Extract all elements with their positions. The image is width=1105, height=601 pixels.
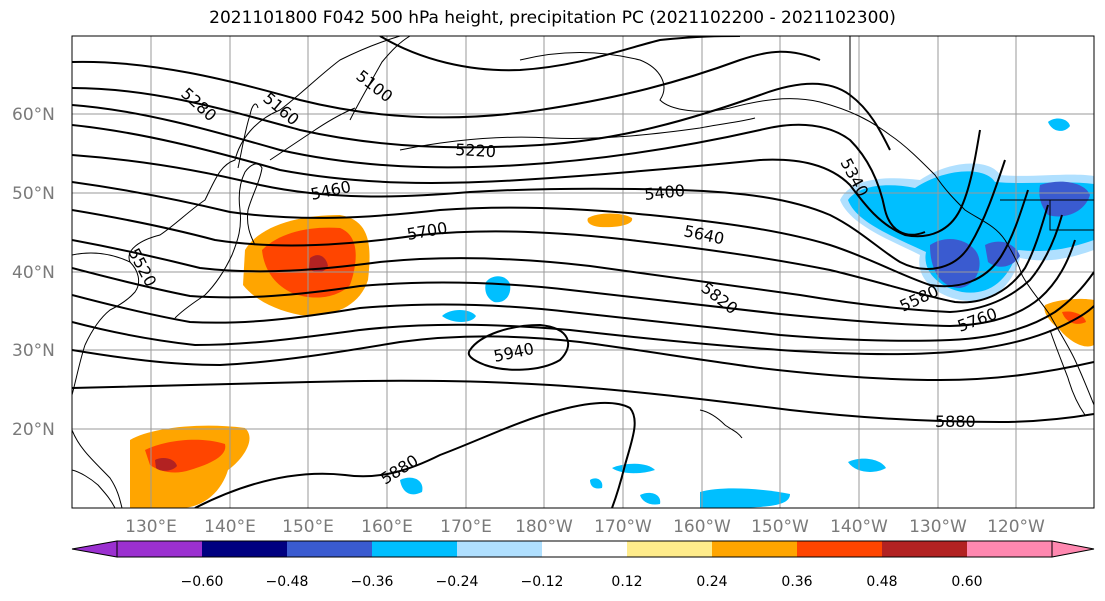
precip-area-ne-pacific-strong bbox=[930, 238, 980, 288]
plot-frame bbox=[71, 35, 1095, 509]
precip-area-south-deep bbox=[155, 458, 177, 471]
latitude-label: 40°N bbox=[12, 263, 55, 283]
colorbar-bin bbox=[372, 541, 457, 557]
colorbar-bin bbox=[882, 541, 967, 557]
coastline-china bbox=[72, 344, 123, 508]
contour-5460 bbox=[72, 181, 1029, 288]
latitude-label: 30°N bbox=[12, 341, 55, 361]
height-contours bbox=[72, 36, 1094, 508]
colorbar-frame bbox=[116, 540, 1053, 558]
colorbar-tick-label: 0.36 bbox=[781, 574, 812, 590]
coastline-japan bbox=[174, 163, 263, 319]
latitude-label: 60°N bbox=[12, 105, 55, 125]
precip-area-patch-5 bbox=[700, 488, 790, 508]
longitude-label: 150°E bbox=[282, 517, 334, 537]
graticule bbox=[72, 36, 1094, 508]
colorbar-tick-label: 0.48 bbox=[866, 574, 897, 590]
colorbar-tick-label: 0.12 bbox=[611, 574, 642, 590]
coastline-kamchatka bbox=[349, 36, 411, 121]
colorbar-tick-label: −0.60 bbox=[181, 574, 224, 590]
colorbar-bin bbox=[117, 541, 202, 557]
colorbar-tick-label: 0.60 bbox=[951, 574, 982, 590]
contour-label: 5220 bbox=[455, 140, 497, 161]
contour-5400 bbox=[72, 154, 1006, 270]
map-title: 2021101800 F042 500 hPa height, precipit… bbox=[209, 8, 896, 28]
contour-5160 bbox=[72, 50, 821, 119]
colorbar-bin bbox=[797, 541, 882, 557]
contour-5280 bbox=[72, 104, 926, 236]
contour-5100 bbox=[379, 36, 741, 72]
longitude-label: 140°W bbox=[830, 517, 888, 537]
colorbar: −0.60 −0.48 −0.36 −0.24 −0.12 0.12 0.24 … bbox=[71, 540, 1095, 590]
colorbar-tick-label: 0.24 bbox=[696, 574, 727, 590]
precip-area-patch-2 bbox=[442, 310, 476, 322]
longitude-label: 140°E bbox=[204, 517, 256, 537]
longitude-label: 150°W bbox=[751, 517, 809, 537]
precip-area-pacific-pos bbox=[587, 213, 633, 228]
latitude-axis: 60°N 50°N 40°N 30°N 20°N bbox=[12, 105, 55, 440]
contour-5220 bbox=[72, 82, 891, 151]
colorbar-bin bbox=[457, 541, 542, 557]
precip-area-patch-8 bbox=[640, 492, 661, 505]
coastline-sakhalin bbox=[237, 103, 259, 169]
precip-area-patch-7 bbox=[590, 478, 603, 489]
precip-shading bbox=[130, 118, 1094, 508]
colorbar-bin bbox=[712, 541, 797, 557]
colorbar-bin bbox=[287, 541, 372, 557]
colorbar-extend-high bbox=[1051, 540, 1095, 558]
contour-5640 bbox=[72, 239, 1076, 328]
coastline-asia-east bbox=[72, 36, 401, 263]
precip-area-alaska-small bbox=[1048, 118, 1070, 131]
longitude-label: 120°W bbox=[987, 517, 1045, 537]
longitude-label: 180°W bbox=[515, 517, 573, 537]
coastlines bbox=[72, 36, 1094, 508]
contour-5880-south bbox=[194, 401, 636, 508]
colorbar-tick-label: −0.12 bbox=[521, 574, 564, 590]
contour-5520 bbox=[72, 204, 1049, 304]
precip-area-patch-4 bbox=[848, 458, 886, 472]
longitude-label: 160°E bbox=[361, 517, 413, 537]
colorbar-tick-label: −0.24 bbox=[436, 574, 479, 590]
precip-area-patch-6 bbox=[400, 477, 423, 495]
contour-label: 5400 bbox=[643, 181, 685, 204]
colorbar-bin bbox=[202, 541, 287, 557]
longitude-axis: 130°E 140°E 150°E 160°E 170°E 180°W 170°… bbox=[125, 517, 1045, 537]
colorbar-bin bbox=[967, 541, 1052, 557]
contour-5880-north bbox=[72, 379, 1094, 424]
contour-5940 bbox=[467, 323, 570, 371]
coastline-hawaii bbox=[699, 409, 743, 439]
precip-area-ne-pacific-mid bbox=[848, 171, 1094, 293]
longitude-label: 160°W bbox=[673, 517, 731, 537]
longitude-label: 170°W bbox=[594, 517, 652, 537]
coastline-alaska bbox=[519, 52, 1006, 241]
latitude-label: 50°N bbox=[12, 184, 55, 204]
longitude-label: 130°W bbox=[909, 517, 967, 537]
contour-5340 bbox=[72, 124, 981, 238]
colorbar-tick-label: −0.36 bbox=[351, 574, 394, 590]
colorbar-extend-low bbox=[71, 540, 118, 558]
colorbar-bin bbox=[627, 541, 712, 557]
longitude-label: 130°E bbox=[125, 517, 177, 537]
contour-5580 bbox=[72, 214, 1063, 314]
coastline-korea bbox=[84, 261, 140, 346]
coastline-philippines bbox=[72, 469, 116, 508]
colorbar-tick-label: −0.48 bbox=[266, 574, 309, 590]
precip-area-canada-strong bbox=[1039, 181, 1090, 217]
contour-5700 bbox=[72, 271, 1094, 342]
colorbar-bin bbox=[542, 541, 627, 557]
contour-5760 bbox=[72, 305, 1094, 356]
precip-area-california-core bbox=[1062, 311, 1086, 324]
coastline-baja bbox=[1049, 329, 1086, 416]
latitude-label: 20°N bbox=[12, 420, 55, 440]
longitude-label: 170°E bbox=[440, 517, 492, 537]
contour-5820 bbox=[72, 335, 1094, 382]
border-canada bbox=[849, 36, 1094, 231]
contour-label: 5880 bbox=[935, 412, 976, 431]
